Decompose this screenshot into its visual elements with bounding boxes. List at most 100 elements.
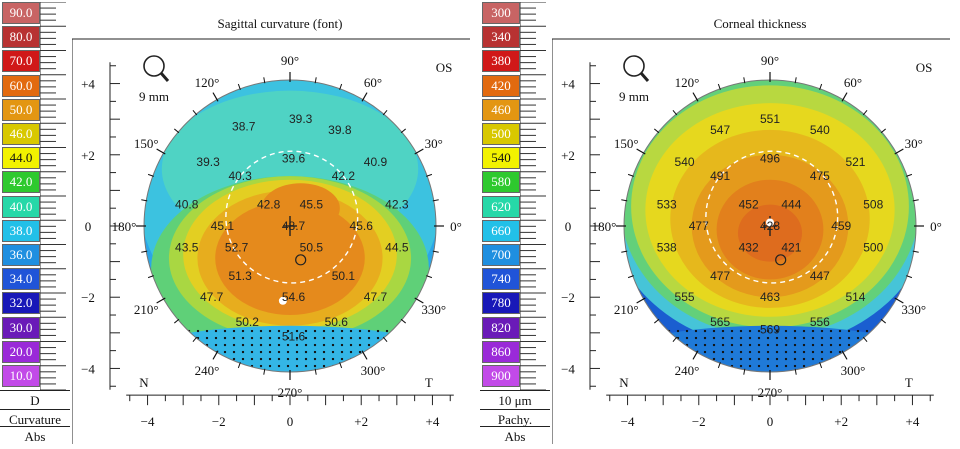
scale-step: 700	[482, 244, 520, 266]
map-value: 491	[710, 169, 730, 183]
map-value: 47.7	[200, 290, 224, 304]
map-value: 475	[810, 169, 830, 183]
angle-label: 210°	[134, 302, 159, 317]
angle-label: 270°	[758, 385, 783, 400]
map-value: 556	[810, 315, 830, 329]
y-tick-label: +2	[561, 148, 575, 163]
scale-ticks	[520, 2, 546, 390]
map-value: 40.8	[175, 198, 199, 212]
magnifier-icon	[143, 55, 170, 82]
angle-label: 150°	[134, 136, 159, 151]
map-value: 538	[657, 240, 677, 254]
map-value: 38.7	[232, 119, 256, 133]
x-tick-label: −4	[141, 414, 155, 429]
scale-step: 740	[482, 268, 520, 291]
map-value: 45.6	[350, 219, 374, 233]
scale-step: 50.0	[2, 98, 40, 121]
scale-step: 34.0	[2, 268, 40, 291]
scale-step: 500	[482, 123, 520, 145]
scale-step: 540	[482, 147, 520, 170]
scale-step: 620	[482, 195, 520, 218]
scale-mode: Abs	[0, 426, 70, 446]
map-value: 50.1	[332, 269, 356, 283]
pupil-center-marker	[295, 254, 307, 266]
map-value: 44.5	[385, 240, 409, 254]
map-value: 452	[739, 198, 759, 212]
scale-step: 32.0	[2, 292, 40, 315]
map-value: 50.5	[300, 240, 324, 254]
scale-step: 44.0	[2, 147, 40, 170]
angle-label: 180°	[112, 219, 137, 234]
scale-unit: 10 μm	[480, 390, 550, 410]
scale-mode: Abs	[480, 426, 550, 446]
map-value: 42.2	[332, 169, 356, 183]
x-tick-label: 0	[287, 414, 294, 429]
map-value: 428	[760, 219, 780, 233]
scale-step: 580	[482, 171, 520, 194]
y-tick-label: −2	[81, 290, 95, 305]
map-value: 565	[710, 315, 730, 329]
scale-step: 30.0	[2, 316, 40, 339]
map-value: 421	[781, 240, 801, 254]
angle-label: 60°	[364, 75, 382, 90]
map-value: 551	[760, 112, 780, 126]
scale-label: Pachy.	[480, 409, 550, 429]
map-value: 50.2	[236, 315, 260, 329]
map-title: Corneal thickness	[714, 16, 807, 31]
eye-label: OS	[916, 60, 933, 75]
angle-label: 330°	[421, 302, 446, 317]
scale-ticks	[40, 2, 66, 390]
map-value: 447	[810, 269, 830, 283]
map-value: 39.3	[289, 112, 313, 126]
y-tick-label: +4	[81, 77, 95, 92]
scale-step: 40.0	[2, 195, 40, 218]
map-value: 569	[760, 322, 780, 336]
angle-label: 330°	[901, 302, 926, 317]
scale-step: 860	[482, 340, 520, 363]
map-value: 547	[710, 123, 730, 137]
angle-label: 120°	[675, 75, 700, 90]
scale-step: 420	[482, 74, 520, 97]
map-value: 477	[710, 269, 730, 283]
angle-label: 30°	[905, 136, 923, 151]
map-value: 39.6	[282, 151, 306, 165]
angle-label: 90°	[761, 53, 779, 68]
map-value: 540	[810, 123, 830, 137]
map-value: 50.6	[325, 315, 349, 329]
map-value: 555	[675, 290, 695, 304]
scale-step: 380	[482, 50, 520, 73]
nasal-label: N	[139, 375, 149, 390]
nasal-label: N	[619, 375, 629, 390]
angle-label: 300°	[361, 363, 386, 378]
y-tick-label: −4	[81, 361, 95, 376]
x-tick-label: +4	[426, 414, 440, 429]
scale-step: 70.0	[2, 50, 40, 73]
eye-label: OS	[436, 60, 453, 75]
sagittal-curvature-map-panel: Sagittal curvature (font) OS 9 mm 90° 60° 30°…	[71, 0, 470, 449]
map-value: 48.7	[282, 219, 306, 233]
map-value: 444	[781, 198, 801, 212]
map-value: 521	[845, 155, 865, 169]
map-value: 477	[689, 219, 709, 233]
scale-step: 460	[482, 98, 520, 121]
map-title: Sagittal curvature (font)	[218, 16, 343, 31]
scale-step: 300	[482, 2, 520, 24]
x-tick-label: −2	[692, 414, 706, 429]
zoom-label: 9 mm	[619, 89, 649, 104]
map-value: 47.7	[364, 290, 388, 304]
scale-step: 20.0	[2, 340, 40, 363]
map-value: 533	[657, 198, 677, 212]
map-value: 51.3	[228, 269, 252, 283]
angle-label: 0°	[450, 219, 462, 234]
scale-step: 46.0	[2, 123, 40, 145]
angle-label: 150°	[614, 136, 639, 151]
x-tick-label: 0	[767, 414, 774, 429]
scale-step: 900	[482, 365, 520, 387]
corneal-thickness-map: Corneal thickness OS 9 mm 90° 60° 30° 0° 330° 30…	[551, 16, 950, 444]
map-value: 39.8	[328, 123, 352, 137]
temporal-label: T	[905, 375, 913, 390]
map-value: 42.3	[385, 198, 409, 212]
y-tick-label: 0	[85, 219, 92, 234]
angle-label: 270°	[278, 385, 303, 400]
scale-step: 42.0	[2, 171, 40, 194]
